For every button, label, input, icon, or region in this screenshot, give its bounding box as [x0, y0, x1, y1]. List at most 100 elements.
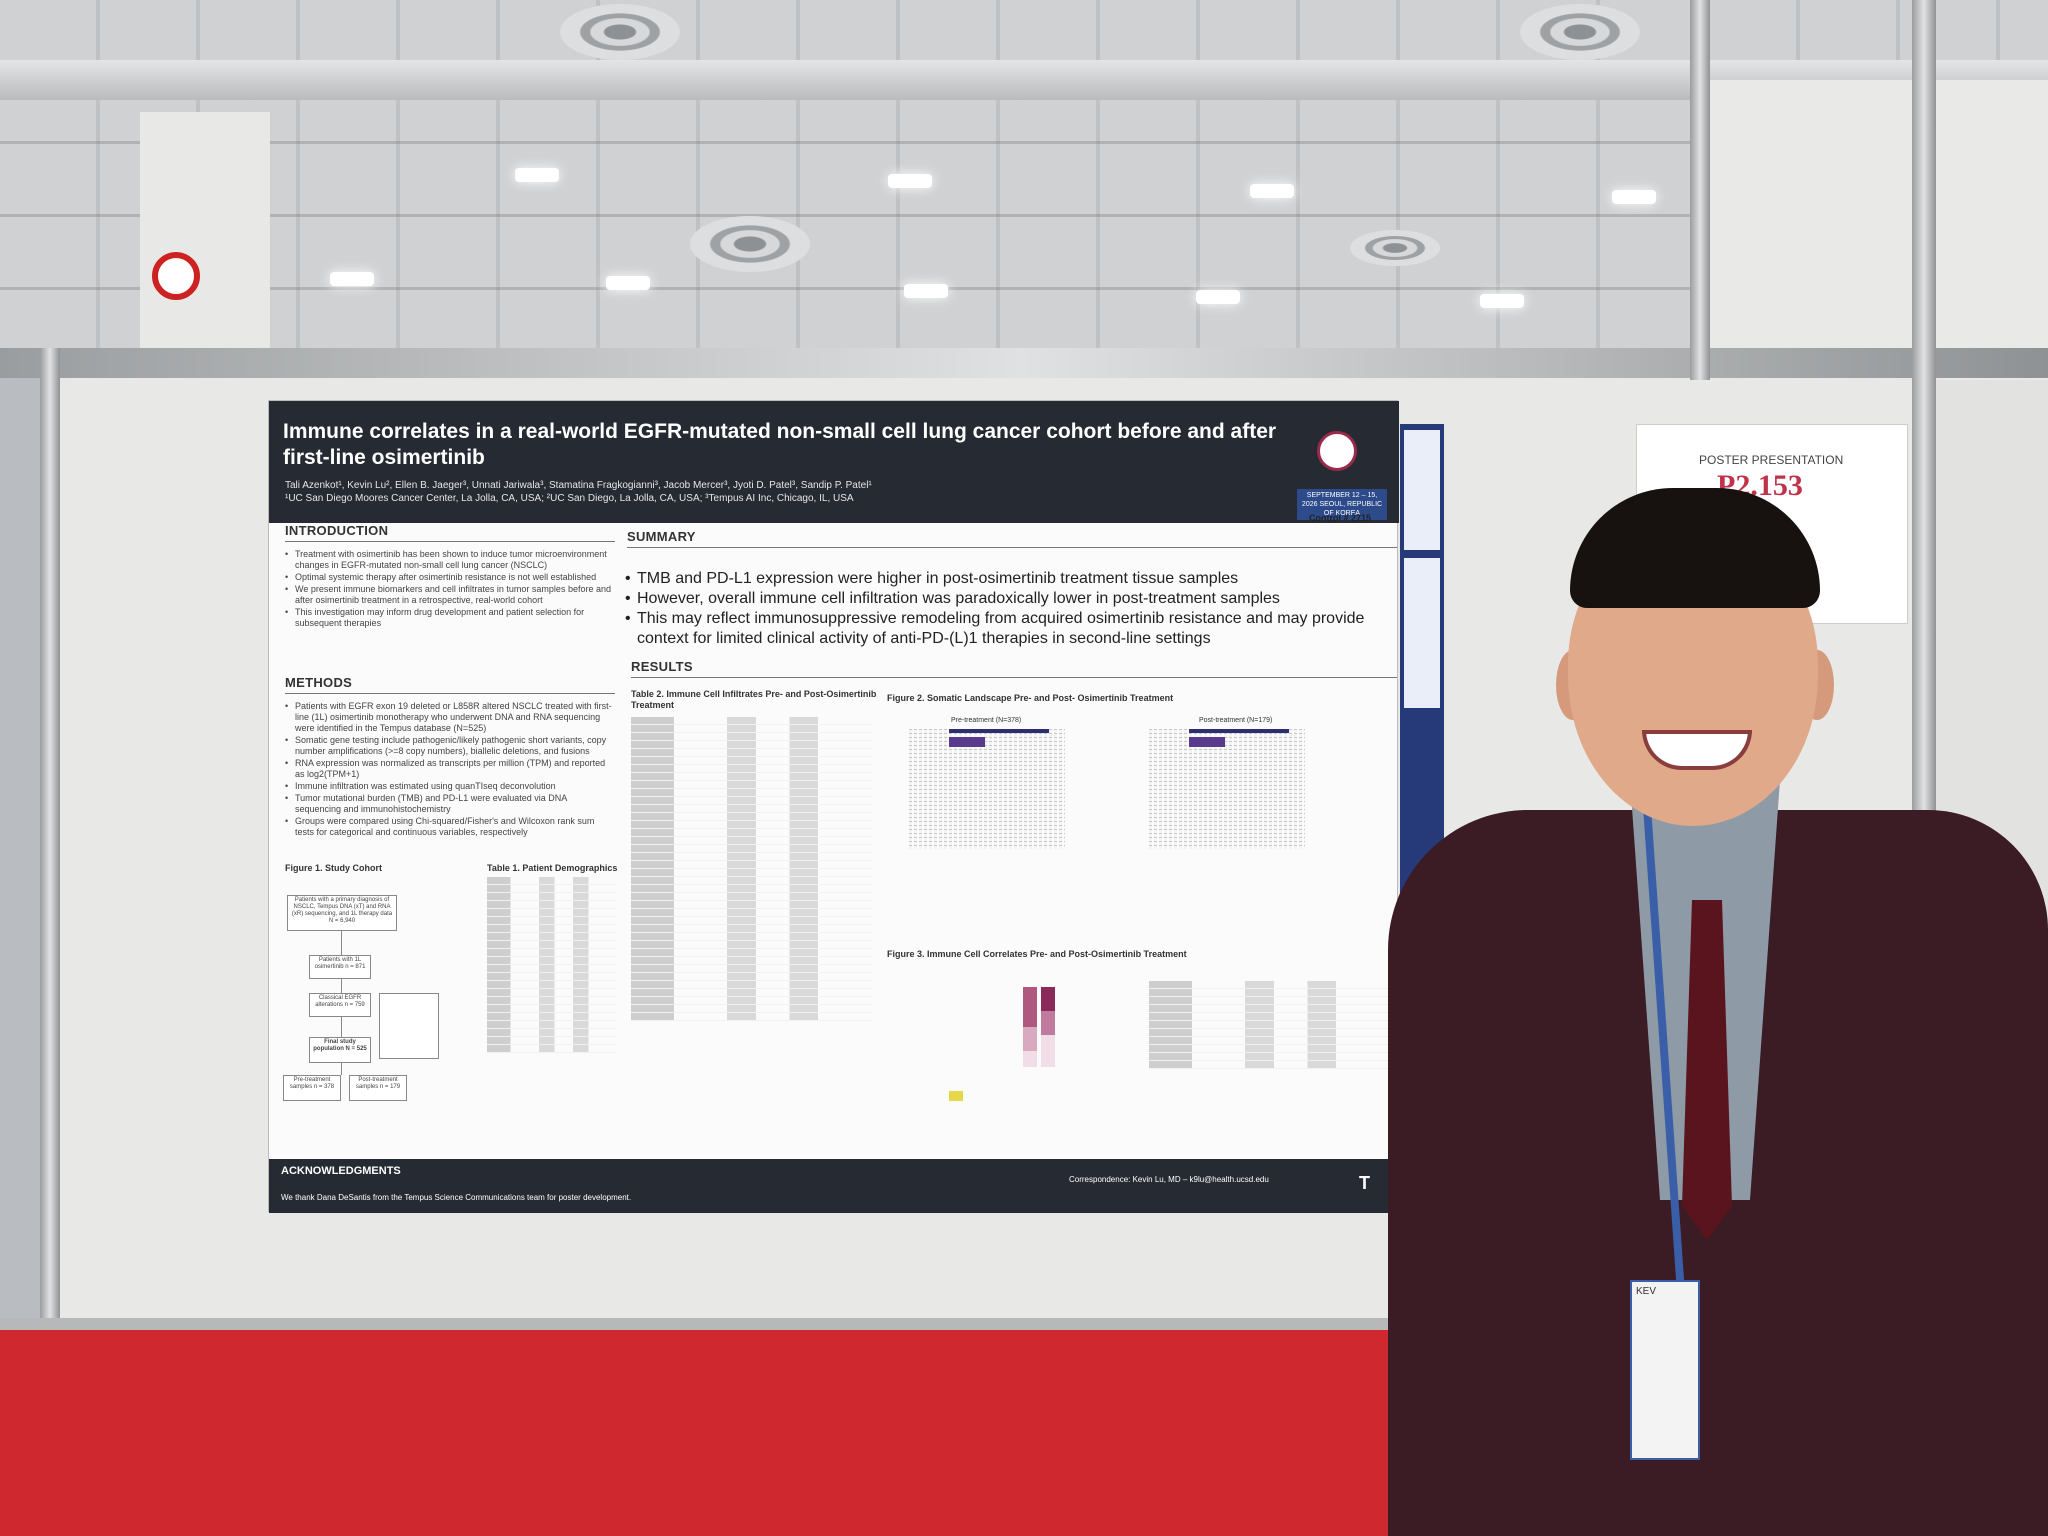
table-row	[1149, 1045, 1389, 1053]
table-row	[631, 765, 871, 773]
author-list: Tali Azenkot¹, Kevin Lu², Ellen B. Jaege…	[285, 480, 872, 491]
no-smoking-sign-icon	[152, 252, 200, 300]
table-row	[631, 861, 871, 869]
name-badge: KEV	[1630, 1280, 1700, 1460]
table-1-title: Table 1. Patient Demographics	[487, 863, 618, 873]
oncoprint-pre	[909, 729, 1065, 849]
table-row	[631, 741, 871, 749]
table-row	[631, 749, 871, 757]
table-row	[487, 933, 617, 941]
table-row	[631, 981, 871, 989]
table-row	[631, 837, 871, 845]
table-row	[1149, 1021, 1389, 1029]
flow-box: Classical EGFR alterations n = 759	[309, 993, 371, 1017]
ceiling-vent	[560, 4, 680, 60]
flow-exclusion-box	[379, 993, 439, 1059]
table-row	[631, 957, 871, 965]
bullet-item: RNA expression was normalized as transcr…	[285, 758, 615, 780]
bullet-item: TMB and PD-L1 expression were higher in …	[625, 569, 1397, 589]
ceiling-light	[1612, 190, 1656, 204]
table-row	[631, 949, 871, 957]
table-row	[631, 893, 871, 901]
table-row	[631, 933, 871, 941]
section-rule	[631, 677, 1397, 678]
table-row	[631, 757, 871, 765]
table-row	[631, 877, 871, 885]
ceiling-light	[904, 284, 948, 298]
table-row	[631, 869, 871, 877]
flow-box: Pre-treatment samples n = 378	[283, 1075, 341, 1101]
table-row	[487, 989, 617, 997]
table-row	[487, 885, 617, 893]
figure-2-title: Figure 2. Somatic Landscape Pre- and Pos…	[887, 693, 1174, 703]
introduction-bullets: Treatment with osimertinib has been show…	[285, 549, 615, 630]
table-row	[487, 893, 617, 901]
poster-authors: Tali Azenkot¹, Kevin Lu², Ellen B. Jaege…	[285, 479, 1185, 505]
table-row	[487, 1021, 617, 1029]
table-row	[631, 1005, 871, 1013]
bullet-item: We present immune biomarkers and cell in…	[285, 584, 615, 606]
table-row	[631, 997, 871, 1005]
table-row	[1149, 981, 1389, 989]
presenter: KEV	[1380, 480, 2048, 1536]
ceiling-vent	[1350, 230, 1440, 266]
table-row	[631, 917, 871, 925]
table-row	[631, 885, 871, 893]
table-row	[631, 797, 871, 805]
ceiling-light	[1196, 290, 1240, 304]
table-row	[487, 917, 617, 925]
flow-box: Patients with a primary diagnosis of NSC…	[287, 895, 397, 931]
control-number: Control # 2715	[1309, 513, 1372, 523]
section-rule	[285, 693, 615, 694]
acknowledgements-heading: ACKNOWLEDGMENTS	[281, 1165, 401, 1177]
oncoprint-cell	[1189, 737, 1225, 747]
bullet-item: Immune infiltration was estimated using …	[285, 781, 615, 792]
oncoprint-cell	[949, 737, 985, 747]
table-row	[487, 1045, 617, 1053]
acknowledgements-text: We thank Dana DeSantis from the Tempus S…	[281, 1193, 632, 1202]
flow-box: Post-treatment samples n = 179	[349, 1075, 407, 1101]
oncoprint-post	[1149, 729, 1305, 849]
stacked-bar	[1023, 987, 1037, 1067]
figure-2-pre-label: Pre-treatment (N=378)	[951, 717, 1022, 724]
table-row	[631, 717, 871, 725]
table-row	[631, 989, 871, 997]
flow-box: Patients with 1L osimertinib n = 871	[309, 955, 371, 979]
pillar	[140, 112, 270, 352]
oncoprint-bar	[949, 729, 1049, 733]
table-row	[1149, 1029, 1389, 1037]
table-row	[487, 965, 617, 973]
table-row	[631, 789, 871, 797]
figure-1-title: Figure 1. Study Cohort	[285, 863, 383, 873]
table-3	[1149, 981, 1389, 1069]
bullet-item: This investigation may inform drug devel…	[285, 607, 615, 629]
introduction-heading: INTRODUCTION	[285, 523, 389, 538]
bar-chart-bar	[949, 1091, 963, 1101]
tempus-logo-icon: T	[1359, 1173, 1370, 1193]
conference-dates: SEPTEMBER 12 – 15, 2026 SEOUL, REPUBLIC …	[1297, 489, 1387, 520]
table-row	[487, 957, 617, 965]
ceiling-light	[888, 174, 932, 188]
results-heading: RESULTS	[631, 659, 693, 674]
table-row	[487, 877, 617, 885]
poster-title: Immune correlates in a real-world EGFR-m…	[283, 420, 1277, 469]
table-row	[631, 853, 871, 861]
wall	[1690, 80, 2048, 380]
section-rule	[627, 547, 1397, 548]
table-row	[487, 1005, 617, 1013]
ceiling-vent	[690, 216, 810, 272]
table-row	[1149, 1037, 1389, 1045]
table-row	[1149, 1013, 1389, 1021]
bullet-item: Treatment with osimertinib has been show…	[285, 549, 615, 571]
flow-connector	[341, 979, 342, 993]
table-row	[1149, 1053, 1389, 1061]
ceiling-light	[515, 168, 559, 182]
bullet-item: Patients with EGFR exon 19 deleted or L8…	[285, 701, 615, 734]
table-row	[1149, 989, 1389, 997]
oncoprint-bar	[1189, 729, 1289, 733]
table-row	[631, 965, 871, 973]
booth-frame-post	[40, 348, 60, 1536]
ceiling-light	[330, 272, 374, 286]
scientific-poster: Immune correlates in a real-world EGFR-m…	[268, 400, 1399, 1213]
table-row	[631, 973, 871, 981]
